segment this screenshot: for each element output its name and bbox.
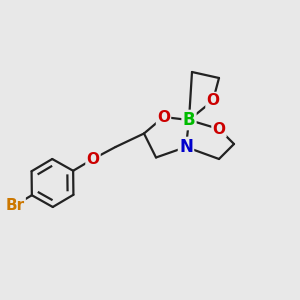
- Text: B: B: [183, 111, 195, 129]
- Text: Br: Br: [5, 198, 25, 213]
- Text: O: O: [212, 122, 226, 136]
- Text: O: O: [206, 93, 220, 108]
- Text: O: O: [157, 110, 170, 124]
- Text: O: O: [86, 152, 100, 166]
- Text: N: N: [179, 138, 193, 156]
